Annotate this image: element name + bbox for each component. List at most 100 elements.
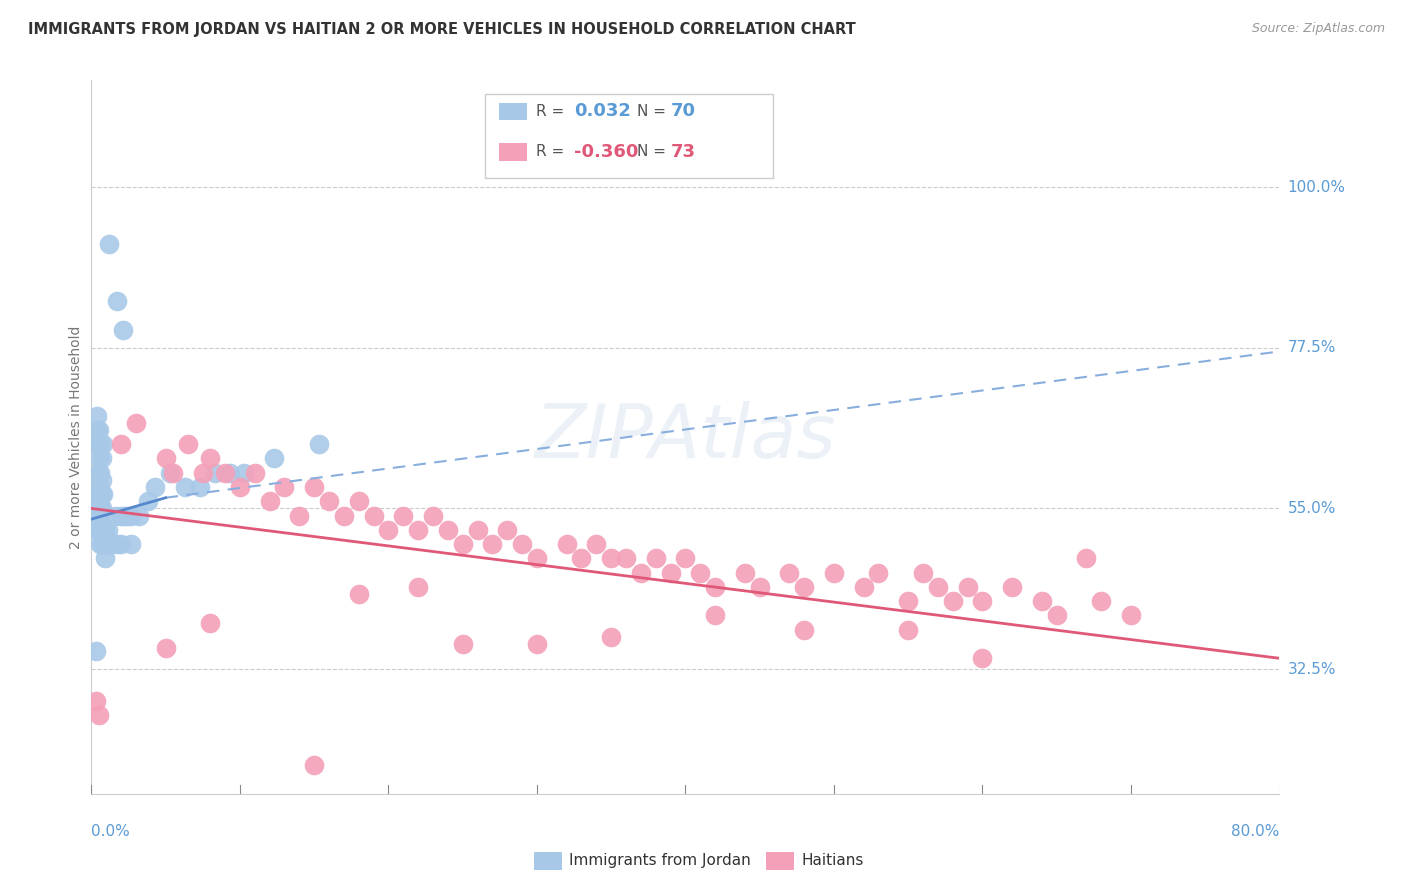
Point — [94, 551, 117, 566]
Point — [105, 294, 128, 309]
Point — [110, 508, 132, 523]
Point — [302, 758, 325, 772]
Point — [481, 537, 503, 551]
Text: 0.0%: 0.0% — [91, 824, 131, 839]
Point — [734, 566, 756, 580]
Point — [302, 480, 325, 494]
Point — [97, 523, 120, 537]
Point — [451, 637, 474, 651]
Point — [451, 537, 474, 551]
Point — [273, 480, 295, 494]
Point — [422, 508, 444, 523]
Point — [86, 423, 108, 437]
Point — [200, 451, 222, 466]
Point — [89, 508, 111, 523]
Text: 70: 70 — [671, 103, 696, 120]
Point — [105, 537, 128, 551]
Point — [89, 508, 111, 523]
Point — [91, 437, 114, 451]
Point — [87, 480, 110, 494]
Point — [87, 437, 110, 451]
Point — [174, 480, 197, 494]
Point — [89, 487, 111, 501]
Point — [128, 508, 150, 523]
Point — [204, 466, 226, 480]
Text: 73: 73 — [671, 143, 696, 161]
Point — [89, 437, 111, 451]
Point — [956, 580, 979, 594]
Point — [87, 423, 110, 437]
Point — [86, 494, 108, 508]
Point — [897, 623, 920, 637]
Point — [90, 537, 112, 551]
Point — [748, 580, 770, 594]
Point — [143, 480, 166, 494]
Text: R =: R = — [536, 145, 564, 159]
Point — [704, 608, 727, 623]
Point — [90, 451, 112, 466]
Text: Source: ZipAtlas.com: Source: ZipAtlas.com — [1251, 22, 1385, 36]
Text: 77.5%: 77.5% — [1288, 341, 1336, 355]
Point — [159, 466, 181, 480]
Point — [644, 551, 666, 566]
Text: 100.0%: 100.0% — [1288, 180, 1346, 194]
Point — [177, 437, 200, 451]
Point — [392, 508, 415, 523]
Point — [110, 537, 132, 551]
Text: 55.0%: 55.0% — [1288, 501, 1336, 516]
Point — [86, 409, 108, 423]
Point — [614, 551, 637, 566]
Point — [110, 437, 132, 451]
Point — [87, 508, 110, 523]
Point — [84, 694, 107, 708]
Point — [496, 523, 519, 537]
Point — [243, 466, 266, 480]
Point — [600, 551, 623, 566]
Point — [911, 566, 934, 580]
Point — [86, 466, 108, 480]
Point — [104, 508, 127, 523]
Point — [86, 437, 108, 451]
Point — [927, 580, 949, 594]
Point — [188, 480, 211, 494]
Point — [585, 537, 607, 551]
Point — [793, 580, 815, 594]
Point — [200, 615, 222, 630]
Point — [115, 508, 138, 523]
Point — [972, 594, 994, 608]
Point — [86, 501, 108, 516]
Point — [1090, 594, 1112, 608]
Point — [87, 508, 110, 523]
Point — [87, 523, 110, 537]
Point — [89, 537, 111, 551]
Point — [91, 537, 114, 551]
Point — [406, 523, 429, 537]
Point — [526, 551, 548, 566]
Point — [436, 523, 458, 537]
Point — [793, 623, 815, 637]
Point — [571, 551, 593, 566]
Text: 0.032: 0.032 — [574, 103, 630, 120]
Point — [704, 580, 727, 594]
Point — [347, 494, 370, 508]
Point — [377, 523, 399, 537]
Point — [333, 508, 356, 523]
Point — [87, 508, 110, 523]
Text: N =: N = — [637, 145, 666, 159]
Point — [162, 466, 184, 480]
Point — [233, 466, 256, 480]
Point — [852, 580, 875, 594]
Point — [467, 523, 489, 537]
Point — [87, 523, 110, 537]
Point — [112, 508, 135, 523]
Point — [673, 551, 696, 566]
Point — [659, 566, 682, 580]
Point — [526, 637, 548, 651]
Point — [263, 451, 285, 466]
Point — [823, 566, 845, 580]
Point — [90, 487, 112, 501]
Point — [347, 587, 370, 601]
Point — [600, 630, 623, 644]
Point — [689, 566, 711, 580]
Point — [87, 466, 110, 480]
